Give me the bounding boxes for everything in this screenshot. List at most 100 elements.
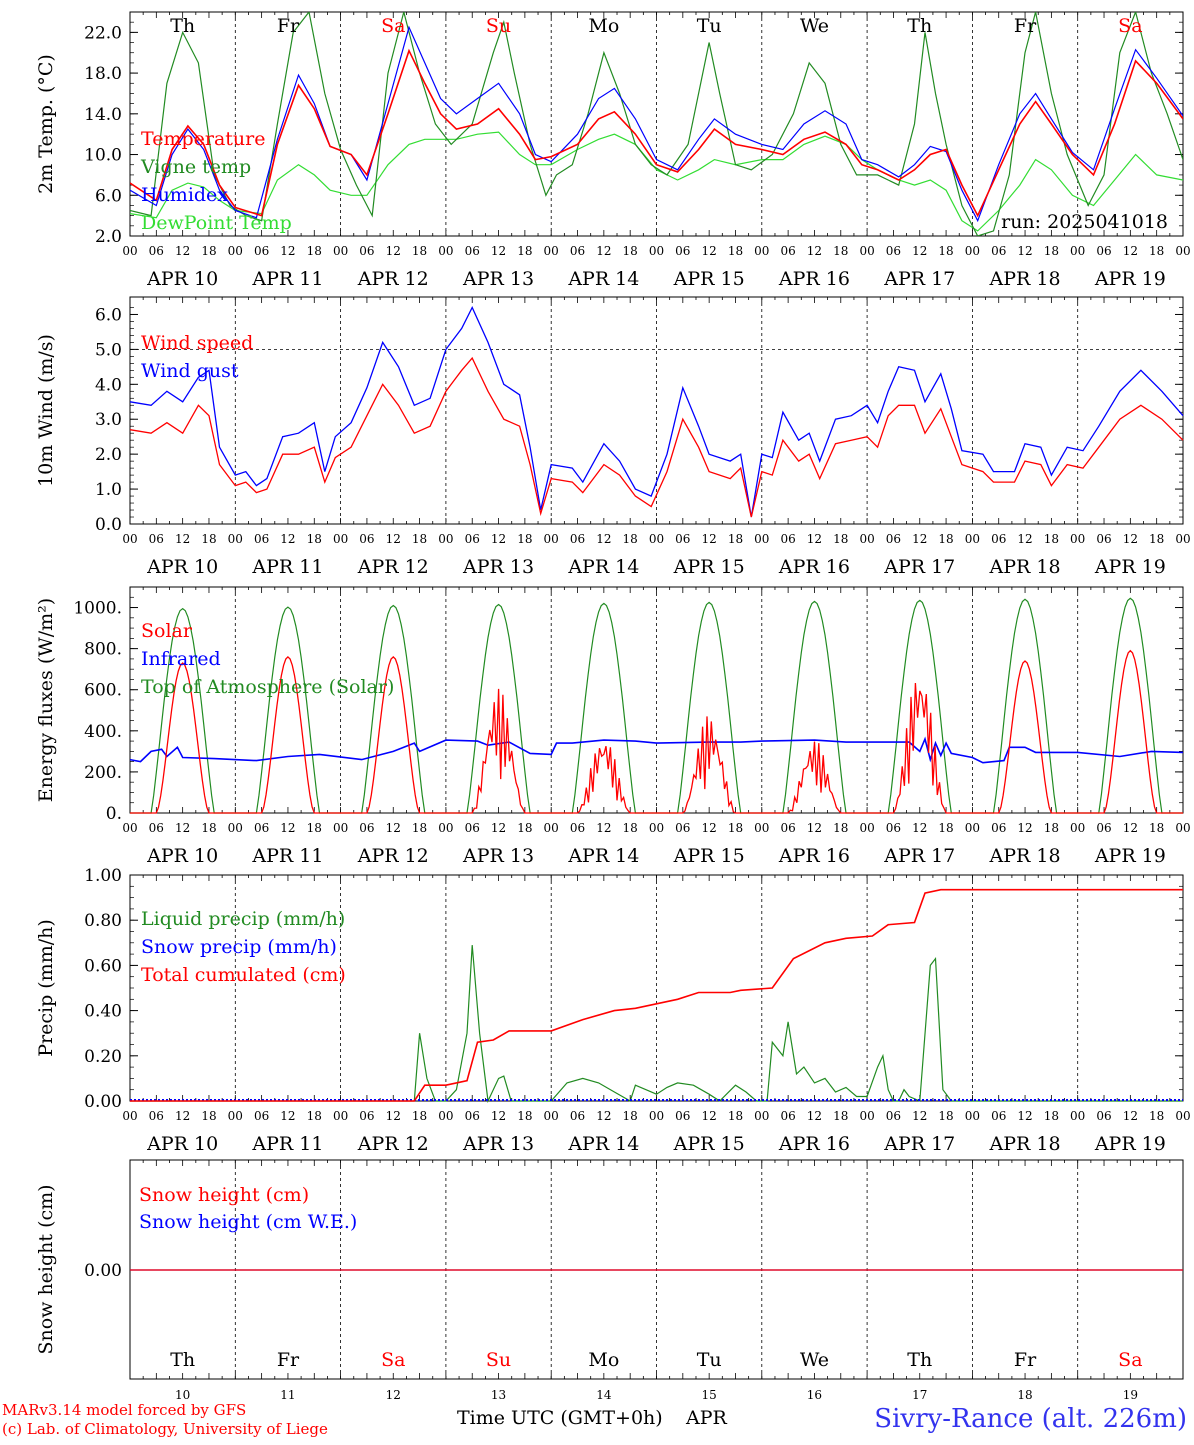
legend-solar: Solar [141, 620, 193, 642]
hour-tick-label: 18 [938, 821, 953, 835]
hour-tick-label: 06 [675, 1109, 690, 1123]
hour-tick-label: 18 [201, 532, 216, 546]
hour-tick-label: 00 [754, 244, 769, 258]
y-tick-label: 200. [84, 763, 122, 783]
hour-tick-label: 06 [991, 244, 1006, 258]
hour-tick-label: 00 [438, 1109, 453, 1123]
hour-tick-label: 00 [333, 244, 348, 258]
date-label: APR 17 [883, 268, 955, 290]
date-label: APR 12 [357, 845, 429, 867]
date-label: APR 11 [251, 556, 323, 578]
day-name-label: Mo [588, 1349, 619, 1371]
legend-wind-speed: Wind speed [141, 332, 253, 354]
hour-tick-label: 06 [254, 244, 269, 258]
hour-tick-label: 12 [807, 1109, 822, 1123]
y-tick-label: 800. [84, 640, 122, 660]
hour-tick-label: 18 [201, 821, 216, 835]
series-humidex [130, 25, 1183, 223]
hour-tick-label: 00 [649, 244, 664, 258]
y-axis-label: Snow height (cm) [35, 1184, 57, 1354]
hour-tick-label: 00 [649, 532, 664, 546]
y-tick-label: 0. [106, 804, 122, 824]
date-label: APR 16 [778, 556, 850, 578]
hour-tick-label: 06 [465, 821, 480, 835]
hour-tick-label: 18 [517, 244, 532, 258]
date-label: APR 18 [989, 556, 1061, 578]
hour-tick-label: 18 [517, 1109, 532, 1123]
day-name-label: Fr [1014, 15, 1037, 37]
hour-tick-label: 00 [333, 532, 348, 546]
hour-tick-label: 06 [780, 532, 795, 546]
day-name-label: Sa [381, 15, 405, 37]
hour-tick-label: 06 [149, 532, 164, 546]
hour-tick-label: 12 [386, 1109, 401, 1123]
bottom-day-number: 10 [175, 1388, 190, 1402]
legend-top-of-atmosphere-solar: Top of Atmosphere (Solar) [141, 676, 394, 698]
hour-tick-label: 06 [991, 532, 1006, 546]
hour-tick-label: 18 [307, 821, 322, 835]
bottom-day-number: 13 [491, 1388, 506, 1402]
day-name-label: Tu [697, 15, 722, 37]
series-wind-speed [129, 356, 1184, 518]
date-label: APR 15 [673, 845, 745, 867]
hour-tick-label: 00 [544, 532, 559, 546]
hour-tick-label: 00 [228, 532, 243, 546]
hour-tick-label: 12 [702, 1109, 717, 1123]
hour-tick-label: 12 [702, 821, 717, 835]
hour-tick-label: 06 [675, 821, 690, 835]
hour-tick-label: 12 [596, 244, 611, 258]
hour-tick-label: 12 [807, 532, 822, 546]
hour-tick-label: 12 [175, 1109, 190, 1123]
hour-tick-label: 12 [175, 244, 190, 258]
y-axis-label: Energy fluxes (W/m²) [35, 598, 57, 802]
hour-tick-label: 00 [122, 821, 137, 835]
day-name-label: Sa [1118, 1349, 1142, 1371]
hour-tick-label: 18 [728, 821, 743, 835]
hour-tick-label: 06 [1096, 244, 1111, 258]
hour-tick-label: 06 [780, 1109, 795, 1123]
hour-tick-label: 06 [675, 532, 690, 546]
hour-tick-label: 00 [859, 1109, 874, 1123]
hour-tick-label: 18 [833, 1109, 848, 1123]
hour-tick-label: 12 [491, 821, 506, 835]
hour-tick-label: 06 [886, 821, 901, 835]
date-label: APR 18 [989, 268, 1061, 290]
hour-tick-label: 00 [1070, 532, 1085, 546]
bottom-day-number: 15 [702, 1388, 717, 1402]
day-name-label: Th [907, 1349, 932, 1371]
hour-tick-label: 12 [1017, 244, 1032, 258]
date-label: APR 13 [462, 268, 534, 290]
legend-infrared: Infrared [141, 648, 221, 670]
hour-tick-label: 06 [359, 1109, 374, 1123]
date-label: APR 15 [673, 268, 745, 290]
hour-tick-label: 06 [254, 1109, 269, 1123]
legend-total-cumulated-cm-: Total cumulated (cm) [141, 964, 346, 986]
hour-tick-label: 06 [465, 1109, 480, 1123]
date-label: APR 18 [989, 845, 1061, 867]
hour-tick-label: 06 [1096, 821, 1111, 835]
hour-tick-label: 18 [517, 532, 532, 546]
hour-tick-label: 18 [833, 532, 848, 546]
hour-tick-label: 12 [1123, 821, 1138, 835]
hour-tick-label: 06 [675, 244, 690, 258]
day-name-label: Su [486, 15, 511, 37]
date-label: APR 13 [462, 556, 534, 578]
hour-tick-label: 12 [912, 821, 927, 835]
y-tick-label: 1000. [73, 599, 122, 619]
date-label: APR 19 [1094, 268, 1166, 290]
date-label: APR 11 [251, 845, 323, 867]
hour-tick-label: 00 [965, 1109, 980, 1123]
hour-tick-label: 06 [465, 532, 480, 546]
hour-tick-label: 06 [886, 244, 901, 258]
hour-tick-label: 12 [596, 821, 611, 835]
hour-tick-label: 00 [649, 1109, 664, 1123]
y-tick-label: 1.00 [84, 866, 122, 886]
hour-tick-label: 12 [491, 244, 506, 258]
y-tick-label: 14.0 [84, 105, 122, 125]
hour-tick-label: 12 [175, 821, 190, 835]
hour-tick-label: 18 [201, 1109, 216, 1123]
hour-tick-label: 00 [438, 244, 453, 258]
date-label: APR 17 [883, 1133, 955, 1155]
y-axis-label: 10m Wind (m/s) [35, 334, 57, 487]
hour-tick-label: 12 [702, 244, 717, 258]
